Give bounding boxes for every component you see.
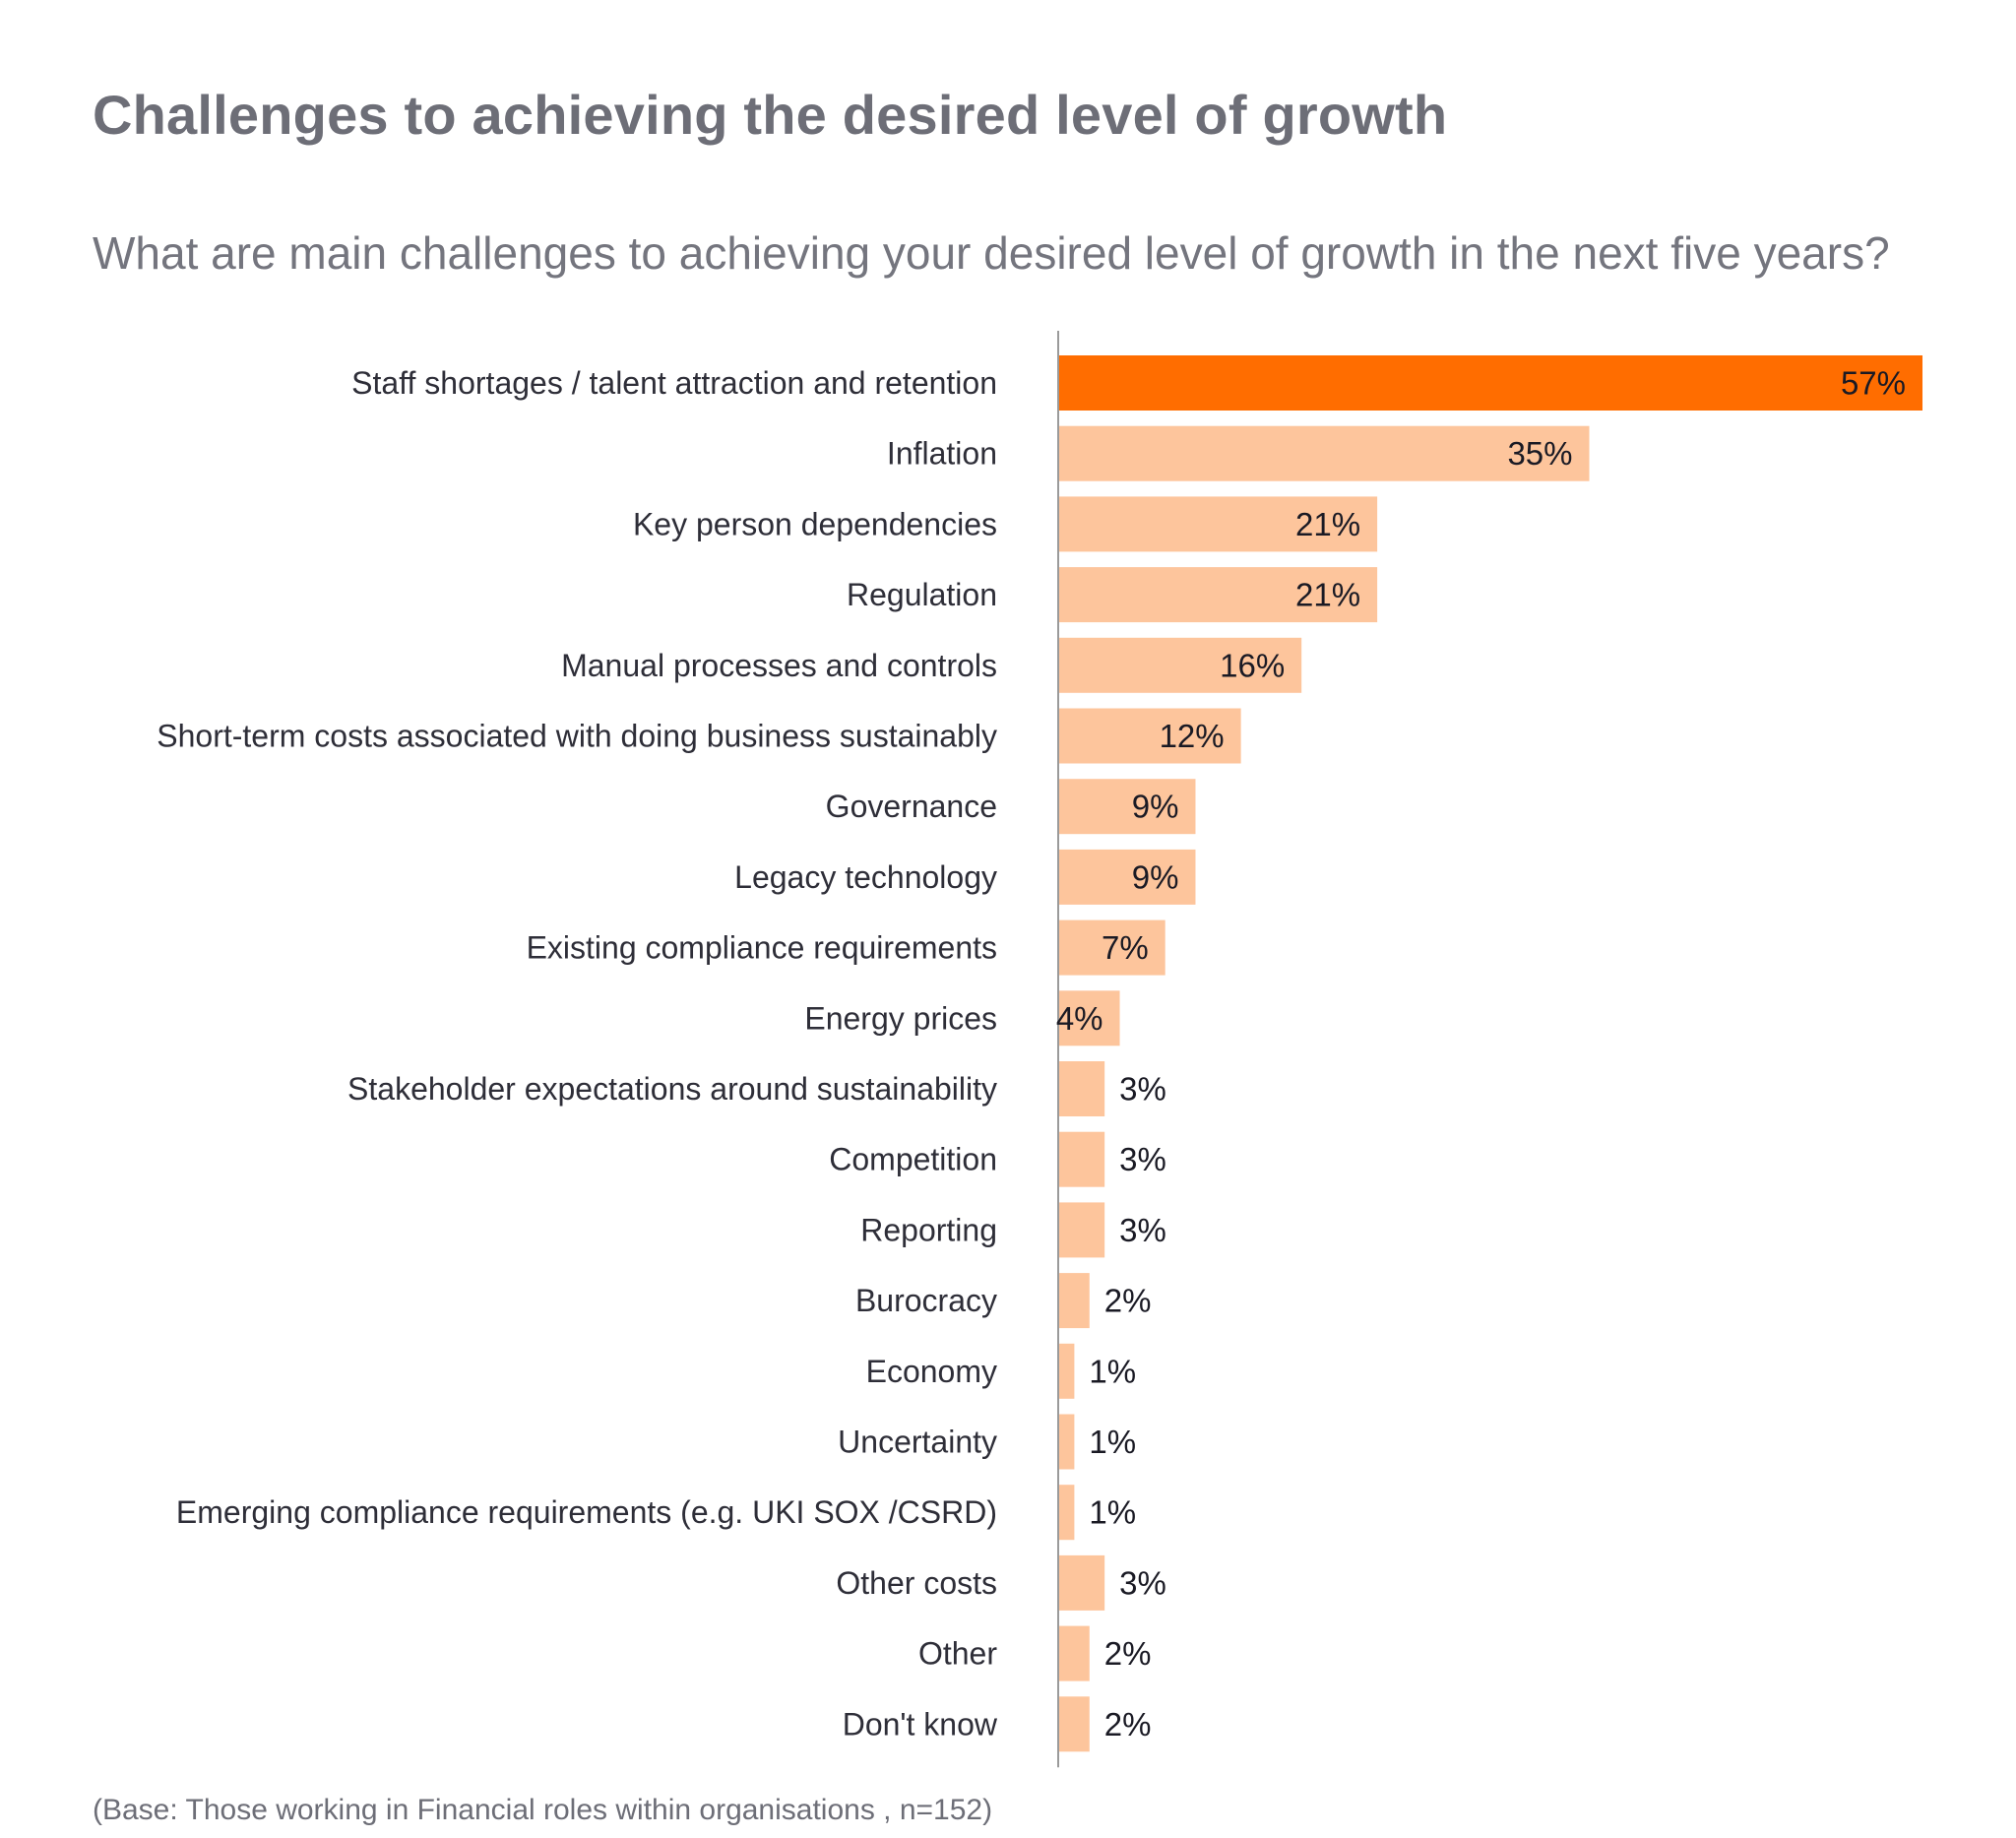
chart-footnote: (Base: Those working in Financial roles … [93,1794,993,1826]
value-label: 3% [1119,1071,1166,1108]
value-label: 16% [1220,647,1285,683]
category-label: Key person dependencies [633,506,997,541]
category-label: Regulation [847,577,997,612]
value-label: 1% [1089,1494,1136,1531]
bar [1059,849,1196,905]
value-label: 2% [1104,1706,1152,1743]
category-label: Reporting [860,1212,997,1247]
bar [1059,1696,1090,1752]
category-label: Uncertainty [838,1425,997,1460]
value-label: 35% [1507,435,1572,472]
chart-title: Challenges to achieving the desired leve… [93,84,1448,146]
bars-group: Staff shortages / talent attraction and … [157,355,1922,1752]
chart-subtitle: What are main challenges to achieving yo… [93,227,1890,279]
value-label: 7% [1102,929,1149,966]
bar [1059,1202,1105,1258]
value-label: 1% [1089,1424,1136,1460]
bar [1059,708,1241,764]
value-label: 2% [1104,1635,1152,1672]
bar [1059,990,1120,1046]
value-label: 2% [1104,1283,1152,1319]
value-label: 21% [1295,577,1360,613]
value-label: 9% [1132,789,1179,825]
category-label: Competition [829,1142,997,1177]
category-label: Energy prices [804,1000,997,1036]
bar [1059,1273,1090,1329]
bar [1059,567,1378,623]
category-label: Inflation [887,436,997,472]
bar [1059,1554,1105,1611]
category-label: Burocracy [855,1283,997,1318]
bar [1059,425,1590,481]
bar [1059,1131,1105,1187]
category-label: Existing compliance requirements [527,930,997,966]
bar [1059,1343,1075,1399]
bar [1059,919,1166,976]
value-label: 3% [1119,1564,1166,1601]
category-label: Governance [826,789,997,824]
category-label: Staff shortages / talent attraction and … [351,365,997,401]
category-label: Emerging compliance requirements (e.g. U… [176,1494,997,1530]
category-label: Don't know [843,1706,998,1742]
bar [1059,637,1302,693]
value-label: 9% [1132,858,1179,895]
category-label: Manual processes and controls [561,648,997,683]
value-label: 4% [1056,1000,1103,1037]
bar-chart: Staff shortages / talent attraction and … [157,331,1922,1768]
bar [1059,1625,1090,1681]
value-label: 21% [1295,506,1360,542]
value-label: 57% [1841,365,1906,402]
category-label: Legacy technology [734,859,997,895]
value-label: 1% [1089,1353,1136,1389]
bar [1059,1485,1075,1541]
bar [1059,1414,1075,1470]
bar [1059,779,1196,835]
bar [1059,1061,1105,1116]
category-label: Stakeholder expectations around sustaina… [347,1071,997,1107]
category-label: Other [918,1636,997,1672]
value-label: 3% [1119,1141,1166,1177]
category-label: Short-term costs associated with doing b… [157,719,997,754]
value-label: 12% [1160,718,1225,754]
category-label: Economy [866,1354,997,1389]
value-label: 3% [1119,1212,1166,1248]
bar [1059,355,1922,411]
bar [1059,496,1378,552]
category-label: Other costs [836,1565,997,1601]
